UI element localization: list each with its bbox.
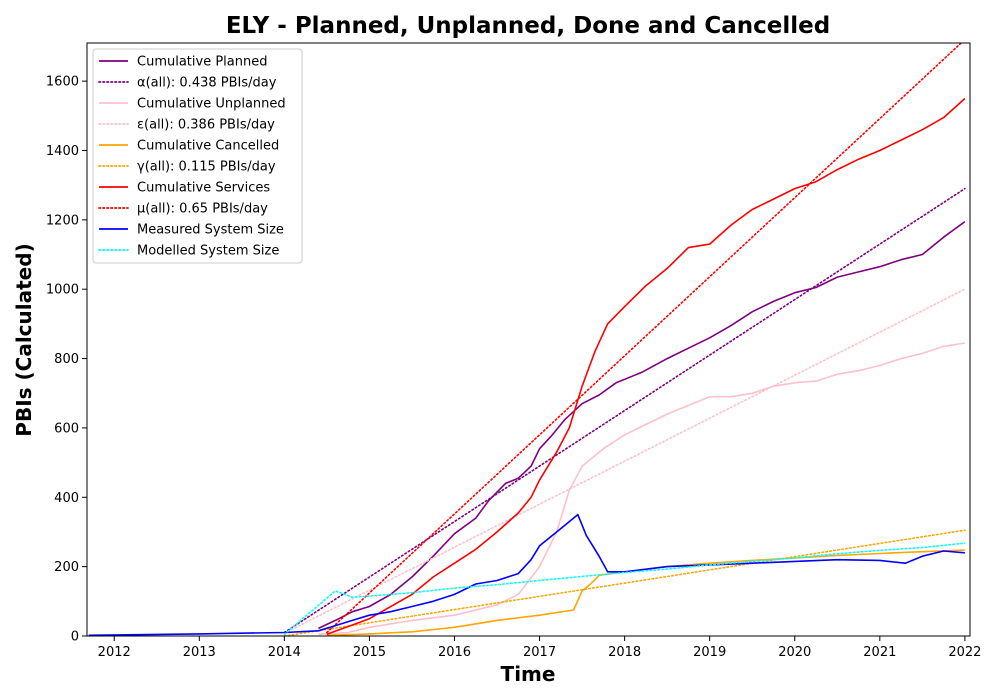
x-tick-label: 2017: [523, 645, 556, 660]
series-line-2: [318, 342, 966, 636]
x-axis: 2012 2013 2014 2015 2016 2017 2018 2019 2020 2021…: [98, 636, 981, 660]
x-axis-label: Time: [501, 662, 556, 686]
y-tick-label: 1000: [46, 283, 79, 298]
legend-label-3: ε(all): 0.386 PBIs/day: [137, 118, 275, 133]
plot-frame: [86, 42, 971, 637]
y-tick-label: 1200: [46, 213, 79, 228]
legend-label-7: μ(all): 0.65 PBIs/day: [137, 202, 268, 217]
y-tick-label: 800: [54, 352, 79, 367]
x-tick-label: 2013: [183, 645, 216, 660]
x-tick-label: 2015: [353, 645, 386, 660]
series-line-9: [283, 542, 966, 636]
y-tick-label: 0: [71, 630, 79, 645]
y-axis: 0 200 400 600 800 1000 1200 1400 1600: [46, 75, 87, 645]
legend-label-4: Cumulative Cancelled: [137, 139, 279, 154]
series-line-0: [318, 220, 966, 630]
legend: Cumulative Planned α(all): 0.438 PBIs/day…: [92, 48, 303, 264]
y-tick-label: 400: [54, 491, 79, 506]
legend-label-9: Modelled System Size: [137, 244, 279, 259]
series-layer: [88, 43, 966, 636]
legend-label-0: Cumulative Planned: [137, 55, 267, 70]
series-line-1: [283, 187, 966, 634]
y-tick-label: 1400: [46, 144, 79, 159]
chart-title: ELY - Planned, Unplanned, Done and Cance…: [226, 13, 830, 39]
x-tick-label: 2012: [98, 645, 131, 660]
legend-label-1: α(all): 0.438 PBIs/day: [137, 76, 277, 91]
y-tick-label: 200: [54, 560, 79, 575]
series-line-7: [326, 43, 963, 634]
x-tick-label: 2014: [268, 645, 301, 660]
y-tick-label: 600: [54, 421, 79, 436]
legend-label-2: Cumulative Unplanned: [137, 97, 286, 112]
x-tick-label: 2018: [608, 645, 641, 660]
series-line-3: [283, 288, 966, 634]
legend-label-6: Cumulative Services: [137, 181, 270, 196]
x-tick-label: 2016: [438, 645, 471, 660]
series-line-6: [326, 97, 966, 636]
legend-label-8: Measured System Size: [137, 223, 284, 238]
legend-box: [92, 48, 303, 264]
x-tick-label: 2021: [863, 645, 896, 660]
x-tick-label: 2022: [948, 645, 981, 660]
series-line-8: [88, 513, 965, 636]
x-tick-label: 2019: [693, 645, 726, 660]
series-line-5: [283, 529, 966, 636]
y-axis-label: PBIs (Calculated): [12, 243, 36, 436]
x-tick-label: 2020: [778, 645, 811, 660]
legend-label-5: γ(all): 0.115 PBIs/day: [137, 160, 276, 175]
y-tick-label: 1600: [46, 75, 79, 90]
